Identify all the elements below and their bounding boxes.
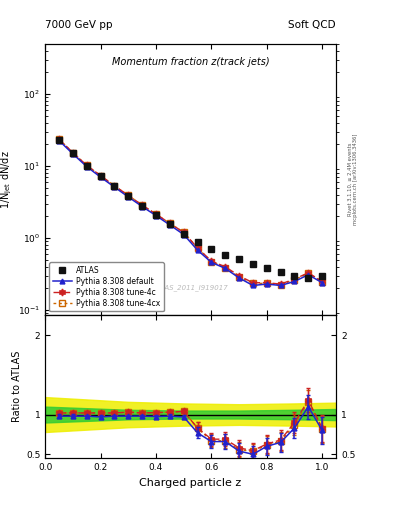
Legend: ATLAS, Pythia 8.308 default, Pythia 8.308 tune-4c, Pythia 8.308 tune-4cx: ATLAS, Pythia 8.308 default, Pythia 8.30… [49,262,164,311]
Text: Momentum fraction z(track jets): Momentum fraction z(track jets) [112,57,270,67]
Y-axis label: Ratio to ATLAS: Ratio to ATLAS [12,351,22,422]
Text: ATLAS_2011_I919017: ATLAS_2011_I919017 [153,285,228,291]
X-axis label: Charged particle z: Charged particle z [140,478,242,487]
Text: Soft QCD: Soft QCD [288,19,336,30]
Y-axis label: Rivet 3.1.10, ≥ 2.4M events
mcplots.cern.ch [arXiv:1306.3436]: Rivet 3.1.10, ≥ 2.4M events mcplots.cern… [348,134,358,225]
Y-axis label: 1/N$_\mathregular{jet}$ dN/dz: 1/N$_\mathregular{jet}$ dN/dz [0,150,14,209]
Text: 7000 GeV pp: 7000 GeV pp [45,19,113,30]
